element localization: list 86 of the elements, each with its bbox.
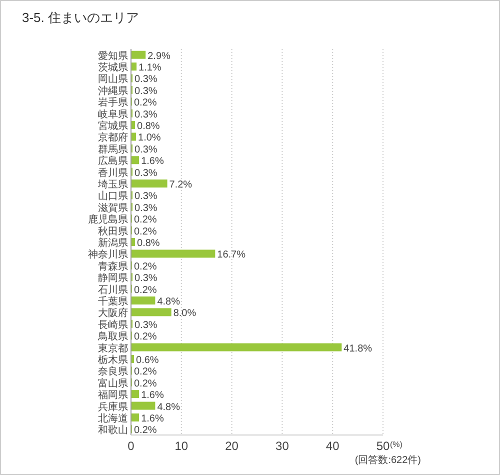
data-label: 0.3% xyxy=(134,202,158,214)
y-tick-label: 神奈川県 xyxy=(88,248,128,261)
y-tick-label: 富山県 xyxy=(98,377,128,390)
y-tick-label: 奈良県 xyxy=(98,366,128,378)
y-tick-label: 埼玉県 xyxy=(97,178,128,191)
data-label: 0.2% xyxy=(134,378,157,390)
y-tick-label: 山口県 xyxy=(98,190,128,202)
bar xyxy=(131,62,137,71)
data-label: 0.2% xyxy=(134,226,157,238)
data-label: 0.2% xyxy=(134,366,157,378)
data-label: 1.0% xyxy=(138,132,161,144)
data-label: 0.2% xyxy=(134,98,157,109)
y-tick-label: 石川県 xyxy=(98,284,128,296)
data-label: 4.8% xyxy=(157,402,180,413)
data-label: 0.8% xyxy=(137,238,160,249)
x-tick-label: 50 xyxy=(376,439,390,453)
y-tick-label: 京都府 xyxy=(98,132,128,144)
data-label: 0.2% xyxy=(134,332,157,343)
x-tick-label: 10 xyxy=(174,439,188,453)
y-tick-label: 鳥取県 xyxy=(97,330,128,343)
data-label: 1.1% xyxy=(138,62,162,74)
y-tick-label: 沖縄県 xyxy=(98,84,128,97)
bar xyxy=(131,180,168,188)
data-label: 8.0% xyxy=(173,308,196,320)
y-tick-label: 千葉県 xyxy=(98,295,128,308)
data-label: 0.2% xyxy=(134,425,157,436)
y-tick-label: 鹿児島県 xyxy=(88,214,128,226)
y-tick-label: 香川県 xyxy=(98,166,128,179)
data-label: 0.8% xyxy=(137,121,160,132)
y-tick-label: 新潟県 xyxy=(98,237,128,249)
data-label: 1.6% xyxy=(141,390,164,402)
data-label: 0.3% xyxy=(134,320,158,331)
y-tick-label: 岐阜県 xyxy=(98,108,128,120)
x-tick-label: 30 xyxy=(276,439,290,453)
bar xyxy=(131,296,156,304)
data-label: 0.3% xyxy=(134,168,158,179)
chart-title: 3-5. 住まいのエリア xyxy=(22,10,140,25)
bar xyxy=(131,250,216,258)
y-tick-label: 宮城県 xyxy=(98,120,128,132)
data-label: 0.3% xyxy=(134,191,158,202)
bar xyxy=(131,308,172,316)
data-label: 0.2% xyxy=(134,284,157,296)
y-tick-label: 岩手県 xyxy=(98,96,128,109)
data-label: 0.3% xyxy=(134,144,158,156)
y-tick-label: 秋田県 xyxy=(98,225,128,238)
y-tick-label: 福岡県 xyxy=(98,389,128,402)
text: (回答数:622件) xyxy=(354,454,421,466)
x-tick-label: 0 xyxy=(128,439,135,453)
x-tick-label: 20 xyxy=(225,439,239,453)
y-tick-label: 群馬県 xyxy=(98,143,128,156)
data-label: 0.3% xyxy=(134,109,158,120)
bar xyxy=(131,343,342,352)
y-tick-label: 茨城県 xyxy=(98,62,128,74)
bar xyxy=(131,50,146,59)
data-label: 0.6% xyxy=(136,354,159,366)
data-label: 0.3% xyxy=(134,86,158,97)
bar xyxy=(131,390,140,398)
bar xyxy=(131,156,140,164)
y-tick-label: 東京都 xyxy=(98,342,128,354)
data-label: 4.8% xyxy=(157,296,180,308)
y-tick-label: 栃木県 xyxy=(98,354,128,366)
y-tick-label: 愛知県 xyxy=(98,50,128,62)
x-axis-title: (%) xyxy=(390,440,403,449)
y-tick-label: 滋賀県 xyxy=(98,202,128,214)
data-label: 2.9% xyxy=(148,50,171,62)
data-label: 1.6% xyxy=(141,413,164,424)
data-label: 0.2% xyxy=(134,261,157,272)
y-tick-label: 岡山県 xyxy=(98,73,128,86)
y-tick-label: 兵庫県 xyxy=(98,400,128,413)
y-tick-label: 青森県 xyxy=(98,260,128,272)
y-tick-label: 和歌山 xyxy=(98,424,128,436)
data-label: 0.3% xyxy=(134,273,158,284)
y-tick-label: 大阪府 xyxy=(98,307,128,320)
y-tick-label: 長崎県 xyxy=(98,318,128,331)
y-tick-label: 北海道 xyxy=(98,412,128,424)
bar xyxy=(131,413,140,422)
data-label: 7.2% xyxy=(169,180,192,191)
data-label: 16.7% xyxy=(217,250,246,261)
x-tick-label: 40 xyxy=(326,439,340,453)
y-tick-label: 広島県 xyxy=(98,155,128,168)
data-label: 0.3% xyxy=(134,74,158,86)
y-tick-label: 静岡県 xyxy=(98,272,128,284)
data-label: 0.2% xyxy=(134,214,157,226)
data-label: 41.8% xyxy=(344,343,372,354)
data-label: 1.6% xyxy=(141,156,164,168)
bar xyxy=(131,402,156,410)
